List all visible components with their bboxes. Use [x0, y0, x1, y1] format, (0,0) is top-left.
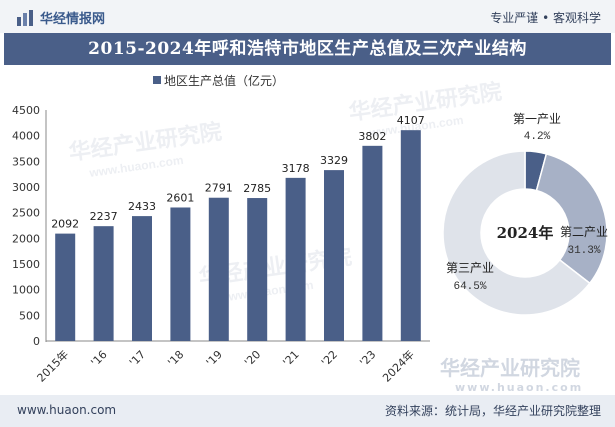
slice-value-secondary: 31.3%	[567, 245, 600, 257]
bar	[55, 233, 76, 341]
y-tick-label: 2000	[12, 232, 40, 245]
y-tick-label: 2500	[12, 207, 40, 220]
x-tick-label: '20	[242, 348, 263, 369]
bar	[247, 198, 268, 341]
footer-site[interactable]: www.huaon.com	[17, 403, 117, 417]
x-tick-label: '17	[127, 348, 148, 369]
footer-bar	[0, 395, 615, 427]
slice-name-secondary: 第二产业	[560, 225, 608, 239]
chart-area: 华经产业研究院 www.huaon.com 华经产业研究院 www.huaon.…	[12, 73, 608, 394]
donut-slice	[442, 150, 591, 316]
donut-chart	[442, 150, 608, 316]
bar	[400, 130, 421, 341]
donut-center-label: 2024年	[497, 224, 554, 242]
legend-swatch	[153, 76, 161, 84]
bar-value-label: 2237	[90, 210, 118, 223]
bar	[285, 177, 306, 341]
x-tick-label: '19	[204, 348, 225, 369]
bar-value-label: 2601	[166, 191, 194, 204]
slice-name-tertiary: 第三产业	[446, 261, 494, 275]
bar	[93, 226, 114, 341]
bar	[362, 145, 383, 341]
bar-value-label: 2433	[128, 200, 156, 213]
slogan: 专业严谨 • 客观科学	[490, 11, 601, 25]
page-title: 2015-2024年呼和浩特市地区生产总值及三次产业结构	[4, 33, 611, 65]
y-tick-label: 1500	[12, 258, 40, 271]
x-tick-label: 2024年	[379, 347, 416, 384]
y-tick-label: 1000	[12, 284, 40, 297]
y-tick-label: 0	[33, 335, 40, 348]
top-bar	[0, 0, 615, 33]
logo-icon	[17, 9, 33, 26]
bar-value-label: 3802	[358, 130, 386, 143]
bar	[208, 197, 229, 341]
bar-value-label: 2791	[205, 182, 233, 195]
footer-source: 资料来源：统计局，华经产业研究院整理	[384, 404, 601, 418]
bar-value-label: 2092	[51, 218, 79, 231]
y-ticks: 0 500 1000 1500 2000 2500 3000 3500 4000 4500	[12, 104, 40, 348]
legend-label: 地区生产总值（亿元）	[164, 73, 284, 88]
slice-name-primary: 第一产业	[513, 112, 561, 126]
watermark-text: 华经产业研究院	[440, 356, 580, 380]
y-tick-label: 4000	[12, 130, 40, 143]
brand: 华经情报网	[16, 8, 105, 27]
watermark-bottom: 华经产业研究院 www.huaon.com	[440, 356, 583, 394]
x-ticks: 2015年 '16 '17 '18 '19 '20 '21 '22 '23 2024年	[34, 347, 417, 384]
slice-value-tertiary: 64.5%	[453, 281, 486, 293]
x-tick-label: '22	[319, 348, 340, 369]
bar-value-label: 2785	[243, 182, 271, 195]
x-tick-label: '23	[357, 348, 378, 369]
x-tick-label: '18	[165, 348, 186, 369]
x-tick-label: '16	[88, 348, 109, 369]
bar	[132, 216, 152, 341]
bar-value-label: 3178	[282, 162, 310, 175]
donut-slice	[535, 152, 608, 285]
bar-value-label: 3329	[320, 154, 348, 167]
x-tick-label: '21	[280, 348, 301, 369]
bar	[324, 170, 344, 341]
bar-labels: 2092 2237 2433 2601 2791 2785 3178 3329 3802 4107	[51, 114, 425, 230]
brand-name: 华经情报网	[40, 12, 106, 27]
y-tick-label: 3000	[12, 181, 40, 194]
bar-value-label: 4107	[397, 114, 425, 127]
x-tick-label: 2015年	[34, 347, 71, 384]
y-tick-label: 3500	[12, 155, 40, 168]
slice-value-primary: 4.2%	[524, 131, 551, 143]
bar	[170, 207, 191, 341]
y-tick-label: 500	[19, 309, 40, 322]
bar-series	[55, 130, 421, 341]
watermark-url: www.huaon.com	[455, 381, 583, 394]
y-tick-label: 4500	[12, 104, 40, 117]
